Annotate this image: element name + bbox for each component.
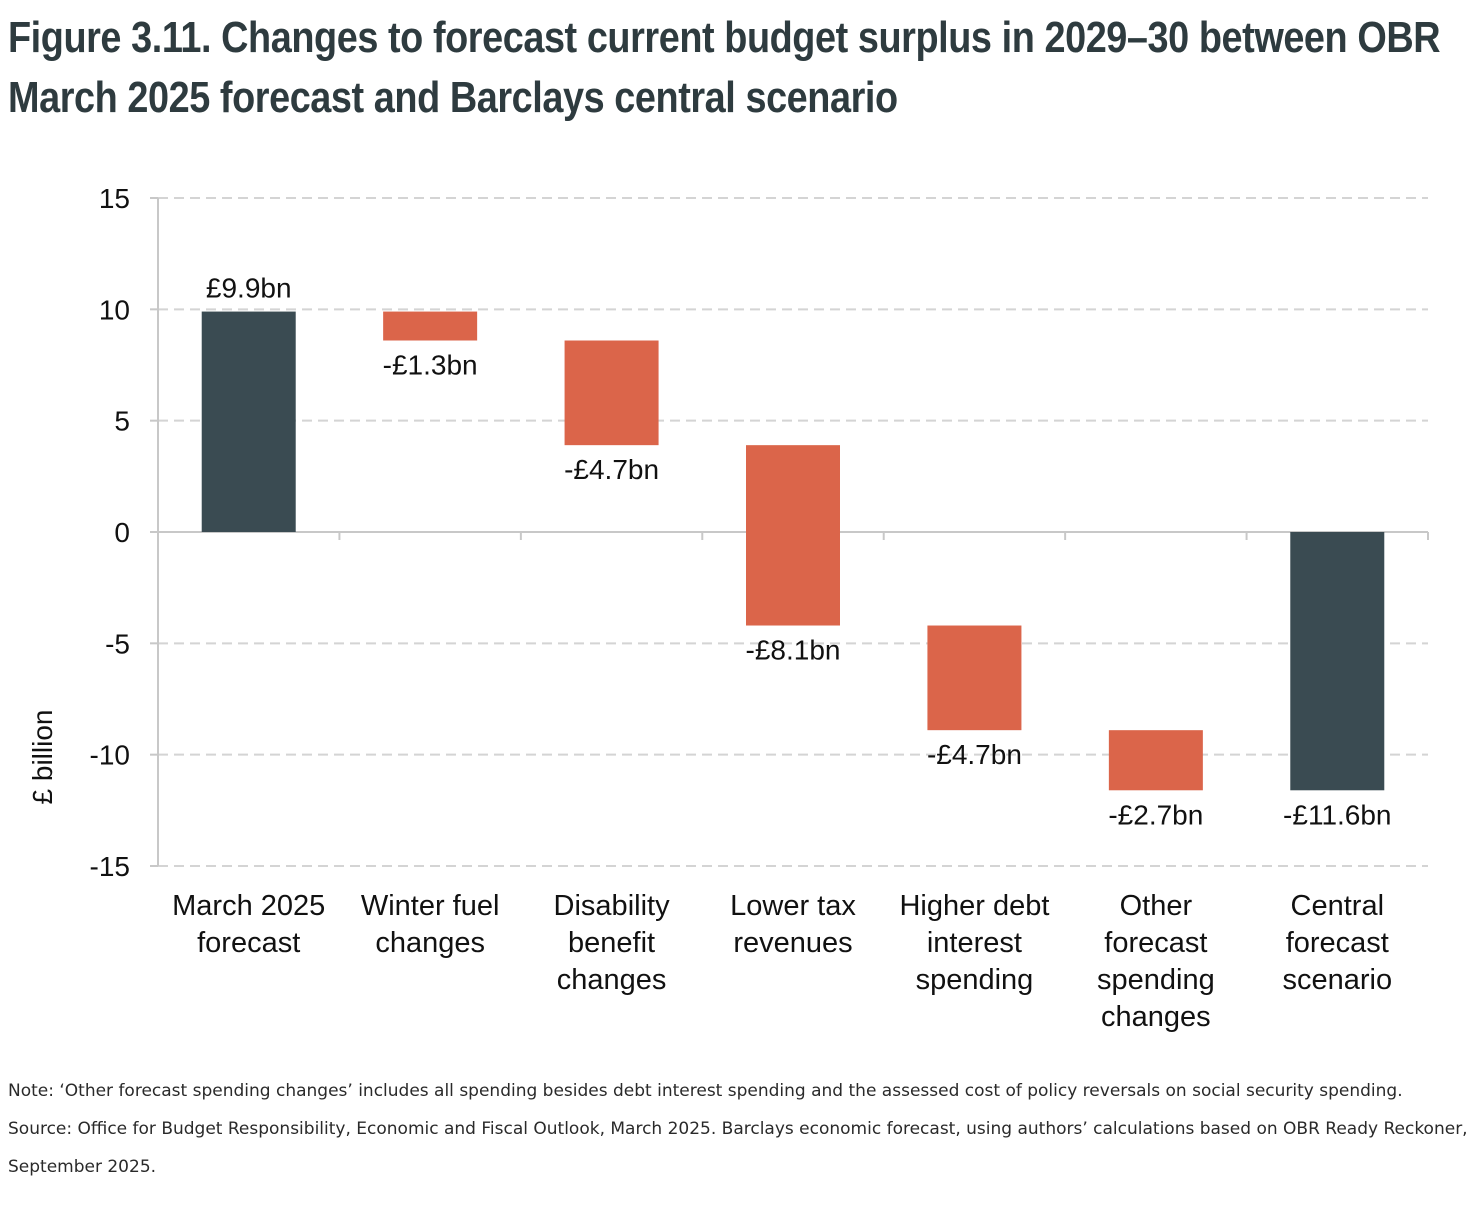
data-label: -£2.7bn	[1108, 799, 1203, 830]
note-text: Note: ‘Other forecast spending changes’ …	[8, 1081, 1403, 1101]
y-tick-label: -10	[90, 740, 130, 771]
x-category-label: Winter fuel changes	[361, 890, 500, 959]
x-category-label-line: forecast	[197, 927, 300, 959]
y-tick-label: -15	[90, 851, 130, 882]
figure-title: Figure 3.11. Changes to forecast current…	[8, 13, 1441, 122]
x-category-label-line: Higher debt	[899, 890, 1049, 922]
x-category-label-line: spending	[1097, 964, 1215, 996]
bar	[927, 625, 1022, 731]
x-category-label: Other forecast spending changes	[1097, 890, 1215, 1033]
y-tick-label: 10	[99, 294, 130, 325]
x-category-label: March 2025 forecast	[172, 890, 325, 959]
x-category-label: Lower tax revenues	[730, 890, 856, 959]
data-label: £9.9bn	[206, 273, 292, 304]
x-category-label-line: revenues	[733, 927, 852, 959]
x-category-label-line: Lower tax	[730, 890, 856, 922]
data-labels: £9.9bn -£1.3bn -£4.7bn -£8.1bn -£4.7bn -£2.7b…	[206, 273, 1392, 831]
x-category-label-line: forecast	[1104, 927, 1207, 959]
x-category-label-line: changes	[375, 927, 485, 959]
source-text: Source: Office for Budget Responsibility…	[8, 1119, 1468, 1177]
data-label: -£8.1bn	[746, 635, 841, 666]
bar	[383, 311, 478, 341]
waterfall-chart: 15 10 5 0 -5 -10 -15 March 2025 forecast Winter f…	[27, 183, 1429, 1033]
bar	[746, 445, 840, 626]
bar	[201, 311, 296, 532]
y-tick-label: 15	[99, 183, 130, 214]
x-category-label: Higher debt interest spending	[899, 890, 1049, 996]
x-category-label-line: Disability	[554, 890, 671, 922]
data-label: -£1.3bn	[383, 350, 478, 381]
data-label: -£4.7bn	[564, 454, 659, 485]
x-category-label-line: interest	[927, 927, 1022, 959]
x-category-label-line: changes	[557, 964, 667, 996]
data-label: -£4.7bn	[927, 739, 1022, 770]
y-axis-label: £ billion	[27, 710, 58, 805]
gridlines	[158, 197, 1428, 867]
bar	[1108, 730, 1203, 791]
bars	[201, 311, 1385, 791]
y-tick-label: -5	[105, 628, 130, 659]
x-category-label-line: changes	[1101, 1001, 1211, 1033]
figure-notes: Note: ‘Other forecast spending changes’ …	[8, 1072, 1472, 1186]
data-label: -£11.6bn	[1283, 799, 1391, 830]
bar	[564, 340, 659, 446]
x-category-label-line: Other	[1120, 890, 1193, 922]
x-category-label-line: spending	[916, 964, 1034, 996]
x-category-label-line: benefit	[568, 927, 655, 959]
x-category-label: Central forecast scenario	[1282, 890, 1392, 996]
x-category-label-line: Winter fuel	[361, 890, 500, 922]
bar	[1290, 532, 1385, 791]
x-category-label-line: forecast	[1286, 927, 1389, 959]
y-tick-label: 0	[114, 517, 130, 548]
x-category-label-line: Central	[1291, 890, 1385, 922]
y-tick-label: 5	[114, 406, 130, 437]
x-category-label: Disability benefit changes	[554, 890, 671, 996]
x-category-label-line: March 2025	[172, 890, 325, 922]
x-category-label-line: scenario	[1282, 964, 1392, 996]
axes: 15 10 5 0 -5 -10 -15 March 2025 forecast Winter f…	[90, 183, 1429, 1033]
